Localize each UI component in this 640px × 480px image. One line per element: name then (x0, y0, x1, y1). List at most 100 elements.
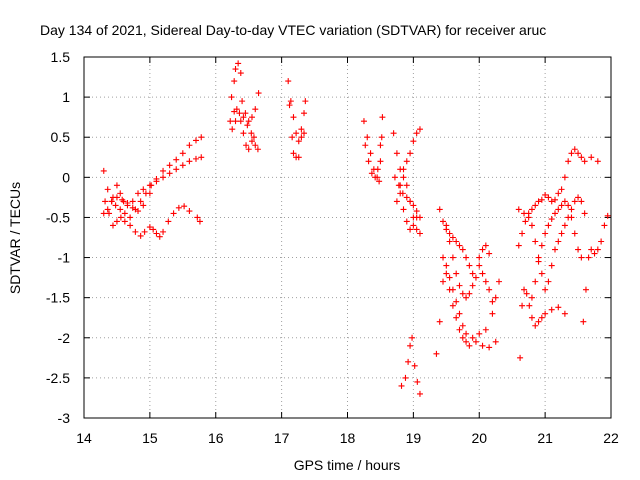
data-point (459, 322, 466, 329)
data-point (532, 322, 539, 329)
data-point (453, 298, 460, 305)
data-point (403, 158, 410, 165)
grid (84, 57, 611, 418)
data-point (301, 110, 308, 117)
data-point (236, 110, 243, 117)
track-13 (391, 174, 423, 221)
data-point (400, 206, 407, 213)
data-point (416, 126, 423, 133)
data-point (588, 246, 595, 253)
data-point (367, 150, 374, 157)
data-point (102, 198, 109, 205)
data-point (140, 202, 147, 209)
data-point (548, 198, 555, 205)
data-point (137, 198, 144, 205)
data-point (254, 146, 261, 153)
data-point (393, 150, 400, 157)
data-point (295, 154, 302, 161)
data-point (526, 302, 533, 309)
data-point (160, 174, 167, 181)
data-point (486, 344, 493, 351)
data-point (137, 232, 144, 239)
data-point (459, 246, 466, 253)
data-point (379, 114, 386, 121)
data-point (127, 222, 134, 229)
data-point (548, 306, 555, 313)
data-point (393, 198, 400, 205)
data-point (463, 254, 470, 261)
data-point (240, 114, 247, 121)
data-point (521, 210, 528, 217)
data-point (571, 230, 578, 237)
data-point (413, 214, 420, 221)
data-point (104, 186, 111, 193)
data-point (132, 228, 139, 235)
data-point (186, 158, 193, 165)
data-point (166, 170, 173, 177)
data-point (463, 330, 470, 337)
track-23 (515, 194, 588, 293)
data-point (532, 202, 539, 209)
y-tick-label: 1 (62, 89, 70, 105)
data-point (528, 206, 535, 213)
data-point (397, 182, 404, 189)
data-point (252, 106, 259, 113)
data-point (565, 158, 572, 165)
data-point (582, 286, 589, 293)
track-20 (443, 222, 499, 305)
data-point (558, 186, 565, 193)
data-point (413, 130, 420, 137)
data-point (416, 390, 423, 397)
data-point (568, 214, 575, 221)
data-point (179, 150, 186, 157)
data-point (173, 166, 180, 173)
data-point (407, 150, 414, 157)
data-point (598, 238, 605, 245)
chart-title: Day 134 of 2021, Sidereal Day-to-day VTE… (40, 22, 546, 38)
x-tick-label: 14 (76, 430, 92, 446)
data-point (482, 278, 489, 285)
data-point (433, 350, 440, 357)
data-point (364, 134, 371, 141)
data-point (552, 196, 559, 203)
data-point (578, 254, 585, 261)
data-point (290, 114, 297, 121)
data-point (463, 294, 470, 301)
data-point (403, 218, 410, 225)
track-4 (109, 182, 153, 209)
x-tick-label: 15 (142, 430, 158, 446)
data-point (410, 222, 417, 229)
data-point (528, 222, 535, 229)
y-tick-label: -3 (58, 410, 71, 426)
y-tick-label: -1.5 (46, 290, 70, 306)
data-point (239, 98, 246, 105)
data-point (440, 254, 447, 261)
y-tick-label: 0 (62, 169, 70, 185)
y-axis-label: SDTVAR / TECUs (7, 182, 23, 294)
data-point (407, 198, 414, 205)
plot-frame (83, 56, 612, 419)
data-point (160, 228, 167, 235)
data-point (446, 286, 453, 293)
track-18 (436, 206, 493, 277)
data-point (108, 198, 115, 205)
data-point (578, 198, 585, 205)
data-point (121, 218, 128, 225)
data-point (459, 290, 466, 297)
data-point (446, 274, 453, 281)
data-point (173, 156, 180, 163)
data-point (362, 142, 369, 149)
x-tick-label: 20 (471, 430, 487, 446)
data-point (228, 94, 235, 101)
data-point (390, 130, 397, 137)
data-point (552, 246, 559, 253)
data-point (413, 208, 420, 215)
data-point (548, 216, 555, 223)
data-point (409, 334, 416, 341)
data-point (532, 278, 539, 285)
track-10 (360, 118, 385, 185)
track-3 (102, 198, 203, 240)
data-point (453, 238, 460, 245)
data-point (453, 314, 460, 321)
data-point (456, 242, 463, 249)
